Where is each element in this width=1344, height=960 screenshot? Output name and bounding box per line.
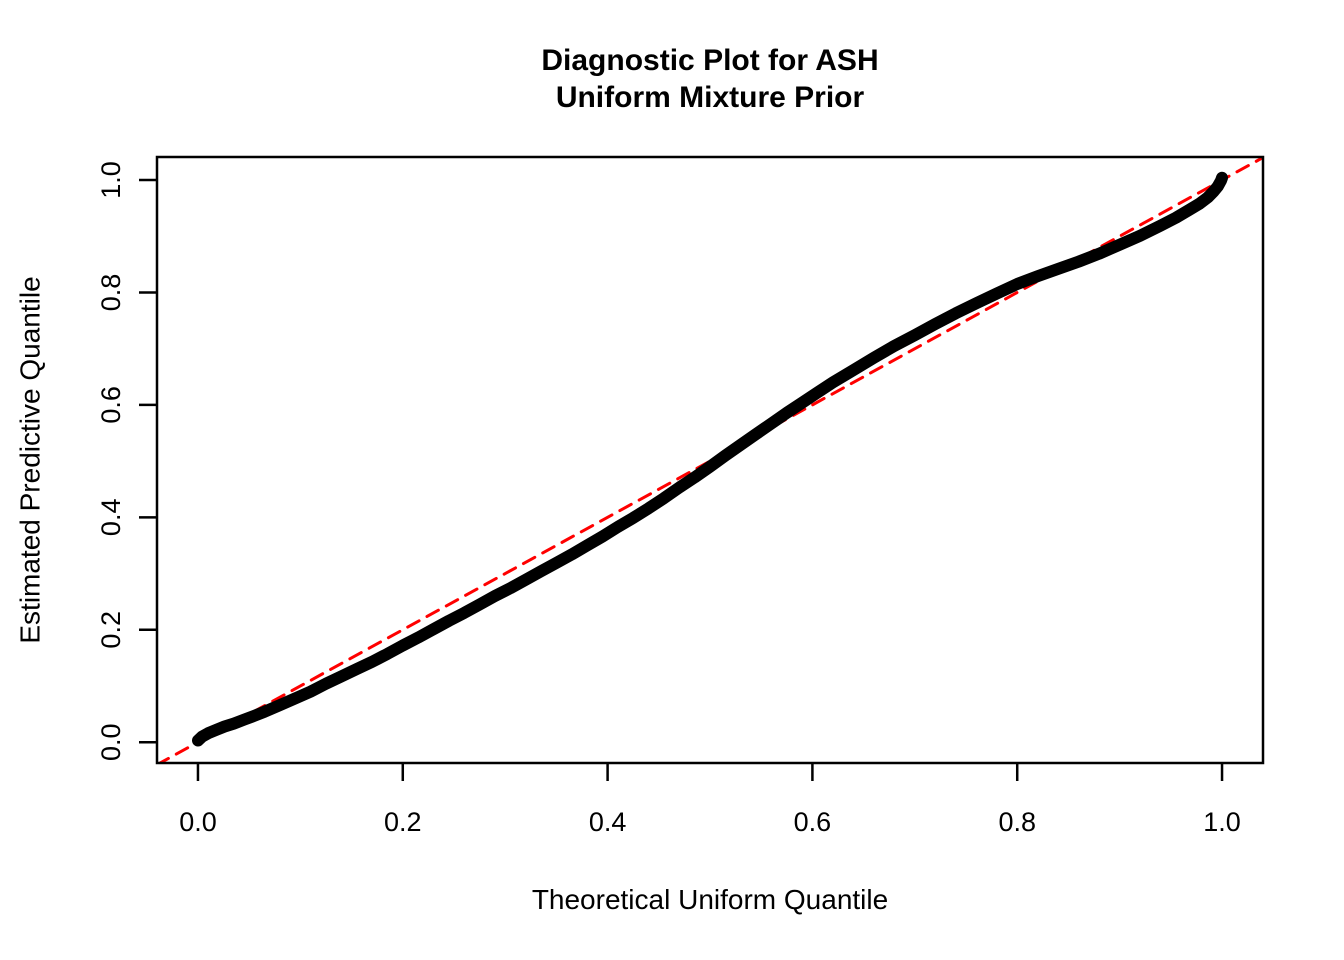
y-axis-title-wrap: Estimated Predictive Quantile xyxy=(0,157,62,763)
y-tick-label: 0.4 xyxy=(96,499,126,537)
y-tick-label: 0.6 xyxy=(96,386,126,424)
x-tick-label: 1.0 xyxy=(1203,807,1241,837)
x-tick-label: 0.8 xyxy=(998,807,1036,837)
y-tick-label: 1.0 xyxy=(96,161,126,199)
estimated-predictive-quantile-curve xyxy=(192,171,1228,747)
chart-title-line2: Uniform Mixture Prior xyxy=(555,81,865,114)
x-tick-label: 0.2 xyxy=(384,807,422,837)
x-tick-label: 0.6 xyxy=(794,807,832,837)
x-tick-label: 0.0 xyxy=(179,807,217,837)
chart-title-line1: Diagnostic Plot for ASH xyxy=(541,44,879,77)
y-tick-label: 0.2 xyxy=(96,611,126,649)
plot-box xyxy=(155,155,1265,765)
x-tick-label: 0.4 xyxy=(589,807,627,837)
x-axis-title: Theoretical Uniform Quantile xyxy=(531,884,889,915)
y-tick-label: 0.8 xyxy=(96,274,126,312)
chart-title: Diagnostic Plot for ASH Uniform Mixture … xyxy=(157,42,1263,116)
identity-reference-line xyxy=(157,157,1263,763)
y-axis-title: Estimated Predictive Quantile xyxy=(15,276,46,644)
y-tick-label: 0.0 xyxy=(96,723,126,761)
